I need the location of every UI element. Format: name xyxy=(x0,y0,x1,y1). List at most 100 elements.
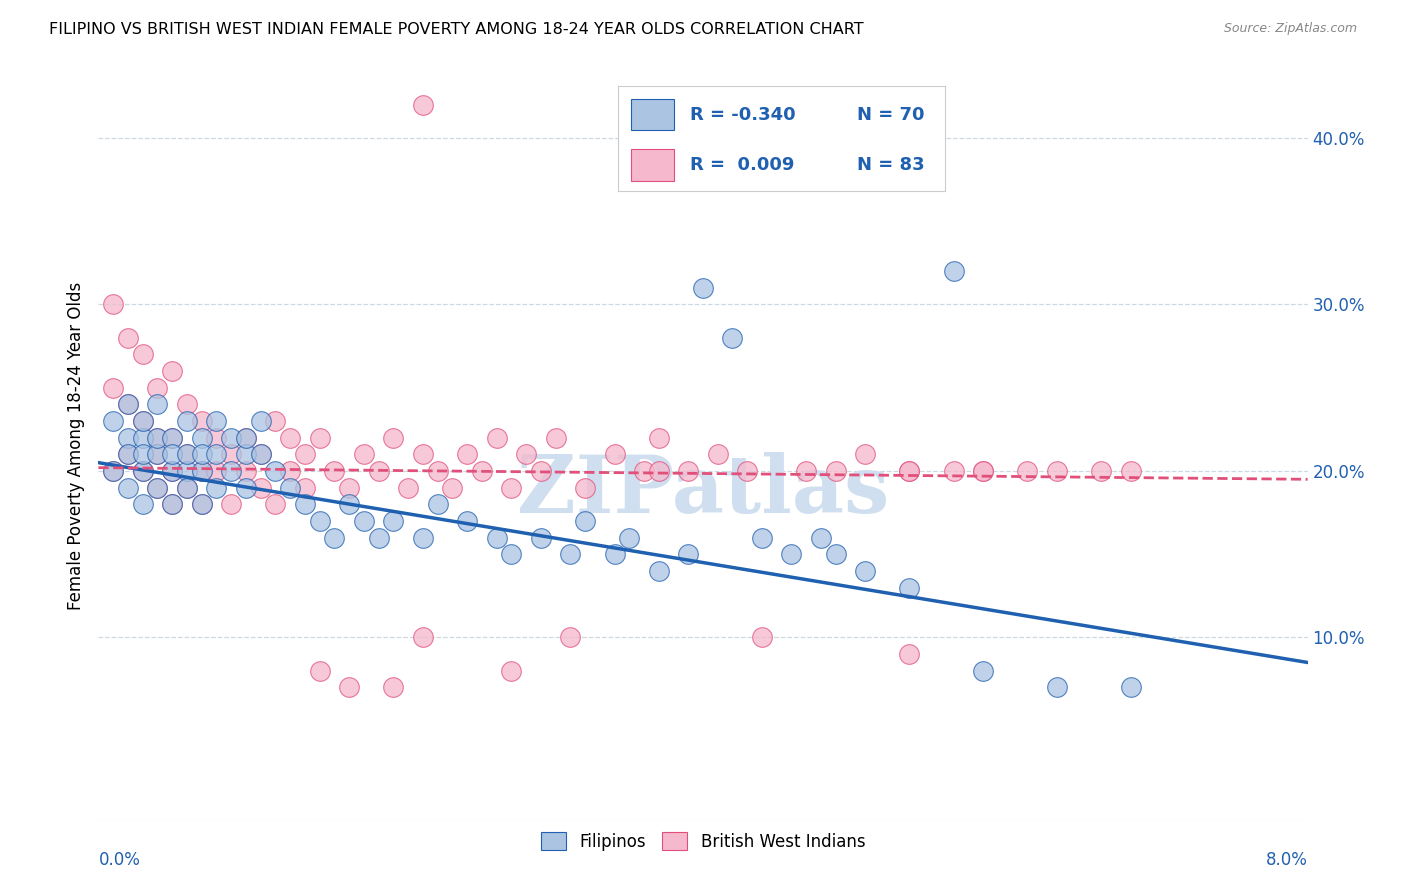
Point xyxy=(426,497,449,511)
Point xyxy=(735,464,758,478)
Point xyxy=(190,464,212,478)
Point xyxy=(619,531,641,545)
Point xyxy=(117,431,139,445)
Point xyxy=(190,414,212,428)
Point xyxy=(603,547,626,561)
Point xyxy=(176,481,198,495)
Point xyxy=(117,397,139,411)
Point xyxy=(117,331,139,345)
Point xyxy=(794,464,817,478)
Point xyxy=(972,464,994,478)
Point xyxy=(176,464,198,478)
Point xyxy=(337,481,360,495)
Point xyxy=(353,447,375,461)
Point xyxy=(1090,464,1112,478)
Point xyxy=(942,264,965,278)
Point xyxy=(160,431,183,445)
Point xyxy=(117,397,139,411)
Point xyxy=(810,531,832,545)
Point xyxy=(382,431,405,445)
Point xyxy=(146,481,169,495)
Point xyxy=(101,414,124,428)
Point xyxy=(117,481,139,495)
Point xyxy=(294,447,316,461)
Point xyxy=(382,681,405,695)
Point xyxy=(853,447,876,461)
Point xyxy=(824,547,846,561)
Point xyxy=(323,531,346,545)
Point xyxy=(560,547,582,561)
Point xyxy=(323,464,346,478)
Point xyxy=(485,531,508,545)
Point xyxy=(648,464,671,478)
Point xyxy=(146,447,169,461)
Point xyxy=(176,397,198,411)
Point xyxy=(1017,464,1039,478)
Point xyxy=(1046,681,1069,695)
Point xyxy=(235,481,257,495)
Point xyxy=(412,631,434,645)
Point xyxy=(219,447,242,461)
Point xyxy=(898,464,921,478)
Text: ZIPatlas: ZIPatlas xyxy=(517,452,889,530)
Point xyxy=(412,447,434,461)
Point xyxy=(101,297,124,311)
Text: 8.0%: 8.0% xyxy=(1265,851,1308,869)
Point xyxy=(1119,681,1142,695)
Point xyxy=(412,531,434,545)
Point xyxy=(219,431,242,445)
Point xyxy=(101,464,124,478)
Point xyxy=(190,497,212,511)
Point xyxy=(501,481,523,495)
Point xyxy=(441,481,464,495)
Point xyxy=(1119,464,1142,478)
Point xyxy=(501,547,523,561)
Point xyxy=(146,397,169,411)
Point xyxy=(853,564,876,578)
Point xyxy=(205,447,228,461)
Point xyxy=(235,431,257,445)
Point xyxy=(219,464,242,478)
Point xyxy=(205,431,228,445)
Point xyxy=(131,497,153,511)
Point xyxy=(176,414,198,428)
Point xyxy=(367,531,389,545)
Point xyxy=(426,464,449,478)
Point xyxy=(176,481,198,495)
Point xyxy=(131,414,153,428)
Point xyxy=(751,531,773,545)
Point xyxy=(603,447,626,461)
Point xyxy=(648,431,671,445)
Point xyxy=(264,497,287,511)
Point xyxy=(485,431,508,445)
Point xyxy=(160,464,183,478)
Point xyxy=(898,581,921,595)
Legend: Filipinos, British West Indians: Filipinos, British West Indians xyxy=(534,826,872,857)
Point xyxy=(131,414,153,428)
Point xyxy=(648,564,671,578)
Point xyxy=(235,431,257,445)
Point xyxy=(337,497,360,511)
Point xyxy=(264,464,287,478)
Point xyxy=(574,481,596,495)
Point xyxy=(367,464,389,478)
Point xyxy=(249,414,271,428)
Text: FILIPINO VS BRITISH WEST INDIAN FEMALE POVERTY AMONG 18-24 YEAR OLDS CORRELATION: FILIPINO VS BRITISH WEST INDIAN FEMALE P… xyxy=(49,22,863,37)
Point xyxy=(972,664,994,678)
Point xyxy=(249,447,271,461)
Point xyxy=(382,514,405,528)
Point xyxy=(678,464,700,478)
Point xyxy=(219,497,242,511)
Point xyxy=(824,464,846,478)
Point xyxy=(898,464,921,478)
Point xyxy=(308,431,330,445)
Point xyxy=(396,481,419,495)
Point xyxy=(117,447,139,461)
Point xyxy=(278,464,301,478)
Point xyxy=(278,481,301,495)
Point xyxy=(101,381,124,395)
Point xyxy=(146,481,169,495)
Point xyxy=(412,97,434,112)
Point xyxy=(337,681,360,695)
Point xyxy=(544,431,567,445)
